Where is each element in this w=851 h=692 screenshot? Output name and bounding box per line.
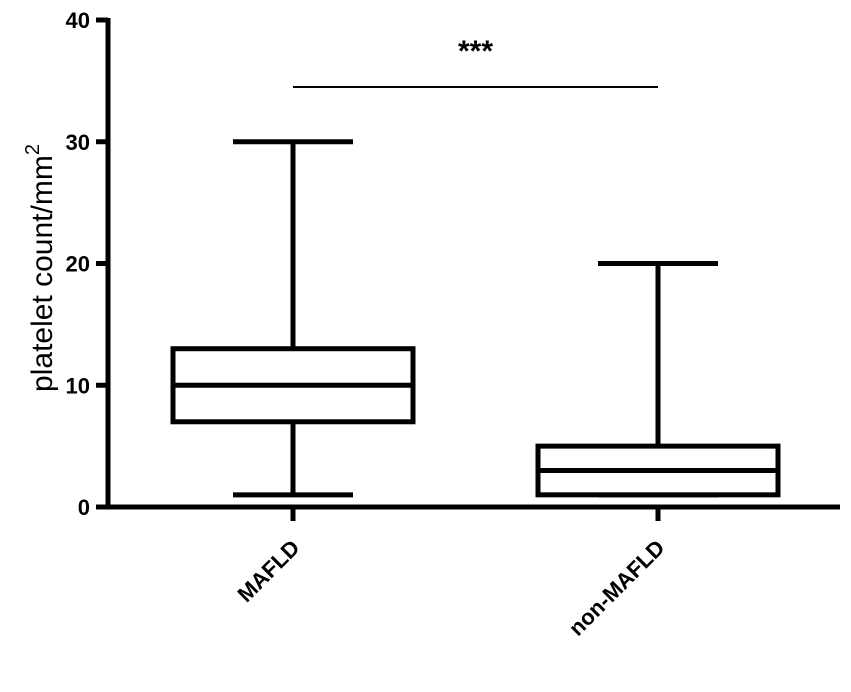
y-tick-label: 10: [66, 373, 90, 398]
y-axis: 0 10 20 30 40: [66, 8, 111, 520]
x-tick-label: MAFLD: [232, 535, 304, 607]
y-tick-label: 20: [66, 252, 90, 277]
significance-label: ***: [458, 35, 493, 68]
y-axis-label-superscript: 2: [22, 144, 44, 155]
y-tick-label: 0: [78, 495, 90, 520]
box-mafld: [170, 139, 416, 498]
annotations: ***: [293, 35, 658, 88]
x-tick-label: non-MAFLD: [564, 535, 670, 641]
y-axis-label: platelet count/mm2: [22, 144, 59, 392]
x-axis: MAFLD non-MAFLD: [106, 504, 840, 641]
boxes: [170, 139, 781, 498]
box-non-mafld: [535, 261, 781, 498]
y-tick-label: 40: [66, 8, 90, 33]
y-axis-label-text: platelet count/mm: [26, 155, 59, 392]
y-tick-label: 30: [66, 130, 90, 155]
